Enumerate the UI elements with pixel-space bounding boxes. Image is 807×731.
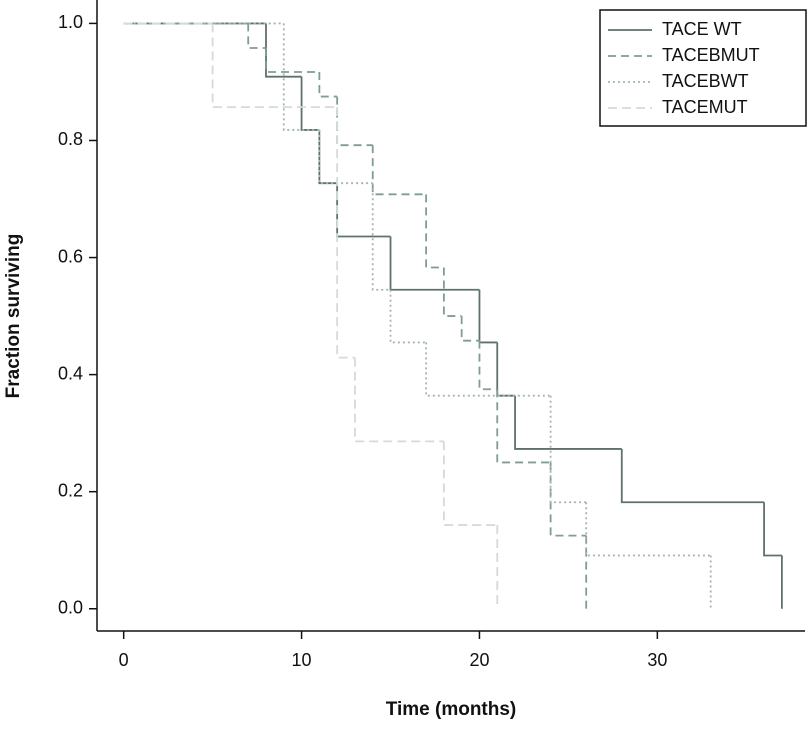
survival-step	[318, 129, 373, 185]
survival-step	[620, 448, 765, 504]
x-axis-label: Time (months)	[386, 699, 517, 720]
survival-step	[318, 129, 338, 185]
y-tick-label: 0.0	[58, 598, 83, 618]
legend-label: TACEBWT	[662, 71, 749, 91]
survival-step	[389, 236, 480, 291]
survival-step	[211, 23, 338, 109]
legend-label: TACE WT	[662, 19, 742, 39]
y-tick-label: 0.8	[58, 129, 83, 149]
survival-step	[354, 357, 444, 443]
survival-step	[371, 145, 427, 196]
survival-step	[549, 395, 587, 504]
survival-step	[318, 71, 338, 98]
survival-step	[763, 502, 782, 557]
survival-step	[247, 23, 266, 49]
survival-step	[265, 23, 302, 78]
survival-step	[425, 194, 444, 269]
survival-step	[585, 502, 711, 557]
x-tick-label: 0	[119, 650, 129, 670]
survival-step	[300, 76, 320, 131]
survival-step	[478, 289, 498, 344]
x-tick-label: 30	[647, 650, 667, 670]
legend-label: TACEBMUT	[662, 45, 760, 65]
y-tick-label: 1.0	[58, 12, 83, 32]
y-tick-label: 0.2	[58, 480, 83, 500]
survival-step	[265, 47, 320, 73]
survival-step	[389, 289, 427, 344]
survival-step	[282, 23, 320, 131]
y-axis-label: Fraction surviving	[3, 234, 24, 399]
survival-step	[425, 342, 551, 397]
survival-step	[442, 441, 498, 526]
survival-step	[514, 395, 622, 450]
survival-step	[549, 462, 587, 537]
survival-step	[336, 96, 373, 147]
survival-step	[442, 267, 462, 317]
x-tick-label: 20	[469, 650, 489, 670]
x-tick-label: 10	[292, 650, 312, 670]
y-tick-label: 0.4	[58, 363, 83, 383]
survival-step	[496, 389, 551, 464]
survival-step	[336, 183, 391, 238]
survival-step	[478, 340, 498, 391]
y-tick-label: 0.6	[58, 246, 83, 266]
survival-step	[371, 183, 391, 291]
survival-step	[460, 316, 480, 342]
legend-label: TACEMUT	[662, 97, 748, 117]
survival-step	[496, 342, 516, 397]
